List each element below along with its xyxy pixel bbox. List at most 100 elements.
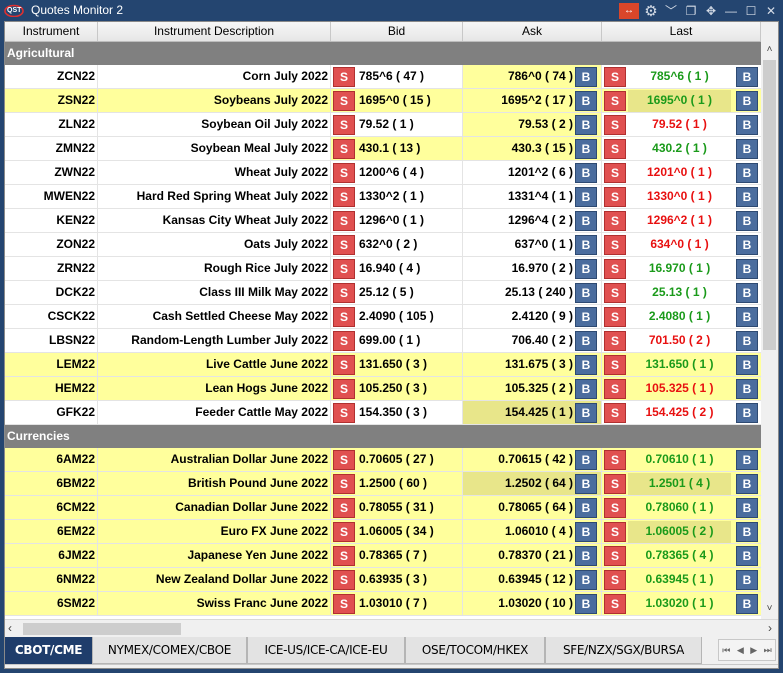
buy-at-last-button[interactable]: B (736, 235, 758, 255)
sell-at-bid-button[interactable]: S (333, 115, 355, 135)
sell-at-last-button[interactable]: S (604, 522, 626, 542)
buy-at-ask-button[interactable]: B (575, 594, 597, 614)
buy-at-last-button[interactable]: B (736, 355, 758, 375)
column-header-ask[interactable]: Ask (463, 22, 602, 41)
sell-at-bid-button[interactable]: S (333, 283, 355, 303)
tab-nymex-comex-cboe[interactable]: NYMEX/COMEX/CBOE (92, 637, 247, 664)
quote-row[interactable]: 6SM22 Swiss Franc June 2022 S 1.03010 ( … (5, 592, 761, 616)
sell-at-last-button[interactable]: S (604, 115, 626, 135)
sell-at-bid-button[interactable]: S (333, 498, 355, 518)
sell-at-last-button[interactable]: S (604, 163, 626, 183)
column-header-instrument[interactable]: Instrument (5, 22, 98, 41)
buy-at-last-button[interactable]: B (736, 139, 758, 159)
sell-at-last-button[interactable]: S (604, 67, 626, 87)
buy-at-last-button[interactable]: B (736, 115, 758, 135)
sell-at-last-button[interactable]: S (604, 474, 626, 494)
buy-at-ask-button[interactable]: B (575, 283, 597, 303)
quote-row[interactable]: ZCN22 Corn July 2022 S 785^6 ( 47 ) 786^… (5, 65, 761, 89)
horizontal-scrollbar[interactable]: ‹ › (5, 619, 778, 636)
sell-at-last-button[interactable]: S (604, 259, 626, 279)
buy-at-last-button[interactable]: B (736, 379, 758, 399)
tab-ose-tocom-hkex[interactable]: OSE/TOCOM/HKEX (405, 637, 545, 664)
next-tab-icon[interactable]: ▶ (750, 644, 758, 655)
quote-row[interactable]: ZRN22 Rough Rice July 2022 S 16.940 ( 4 … (5, 257, 761, 281)
quote-row[interactable]: 6EM22 Euro FX June 2022 S 1.06005 ( 34 )… (5, 520, 761, 544)
tab-ice-us-ice-ca-ice-eu[interactable]: ICE-US/ICE-CA/ICE-EU (247, 637, 405, 664)
sell-at-bid-button[interactable]: S (333, 379, 355, 399)
quote-row[interactable]: ZWN22 Wheat July 2022 S 1200^6 ( 4 ) 120… (5, 161, 761, 185)
sell-at-bid-button[interactable]: S (333, 307, 355, 327)
sell-at-bid-button[interactable]: S (333, 235, 355, 255)
vertical-scroll-thumb[interactable] (763, 60, 776, 350)
buy-at-last-button[interactable]: B (736, 546, 758, 566)
buy-at-last-button[interactable]: B (736, 498, 758, 518)
sell-at-bid-button[interactable]: S (333, 570, 355, 590)
tab-cbot-cme[interactable]: CBOT/CME (5, 637, 92, 664)
quote-row[interactable]: 6BM22 British Pound June 2022 S 1.2500 (… (5, 472, 761, 496)
sell-at-last-button[interactable]: S (604, 187, 626, 207)
quote-row[interactable]: 6JM22 Japanese Yen June 2022 S 0.78365 (… (5, 544, 761, 568)
buy-at-ask-button[interactable]: B (575, 570, 597, 590)
sell-at-last-button[interactable]: S (604, 570, 626, 590)
prev-tab-icon[interactable]: ◀ (736, 644, 744, 655)
sell-at-bid-button[interactable]: S (333, 211, 355, 231)
buy-at-ask-button[interactable]: B (575, 474, 597, 494)
buy-at-ask-button[interactable]: B (575, 498, 597, 518)
quote-row[interactable]: ZMN22 Soybean Meal July 2022 S 430.1 ( 1… (5, 137, 761, 161)
buy-at-ask-button[interactable]: B (575, 187, 597, 207)
buy-at-ask-button[interactable]: B (575, 379, 597, 399)
link-icon[interactable]: ↔ (619, 2, 639, 19)
cascade-icon[interactable]: ❐ (685, 3, 697, 18)
sell-at-bid-button[interactable]: S (333, 450, 355, 470)
sell-at-last-button[interactable]: S (604, 498, 626, 518)
scroll-down-icon[interactable]: ˅ (766, 603, 773, 614)
sell-at-last-button[interactable]: S (604, 403, 626, 423)
buy-at-last-button[interactable]: B (736, 450, 758, 470)
sell-at-last-button[interactable]: S (604, 379, 626, 399)
minimize-icon[interactable]: — (725, 3, 737, 18)
buy-at-ask-button[interactable]: B (575, 67, 597, 87)
close-icon[interactable]: ✕ (765, 3, 777, 18)
column-header-last[interactable]: Last (602, 22, 761, 41)
scroll-right-icon[interactable]: › (768, 621, 772, 635)
sell-at-bid-button[interactable]: S (333, 474, 355, 494)
sell-at-bid-button[interactable]: S (333, 522, 355, 542)
buy-at-last-button[interactable]: B (736, 187, 758, 207)
sell-at-last-button[interactable]: S (604, 450, 626, 470)
buy-at-last-button[interactable]: B (736, 570, 758, 590)
buy-at-last-button[interactable]: B (736, 163, 758, 183)
sell-at-last-button[interactable]: S (604, 139, 626, 159)
quote-row[interactable]: GFK22 Feeder Cattle May 2022 S 154.350 (… (5, 401, 761, 425)
sell-at-last-button[interactable]: S (604, 211, 626, 231)
sell-at-bid-button[interactable]: S (333, 67, 355, 87)
buy-at-ask-button[interactable]: B (575, 307, 597, 327)
buy-at-last-button[interactable]: B (736, 211, 758, 231)
column-header-description[interactable]: Instrument Description (98, 22, 331, 41)
quote-row[interactable]: LBSN22 Random-Length Lumber July 2022 S … (5, 329, 761, 353)
buy-at-ask-button[interactable]: B (575, 163, 597, 183)
sell-at-last-button[interactable]: S (604, 91, 626, 111)
buy-at-ask-button[interactable]: B (575, 355, 597, 375)
collapse-icon[interactable]: ﹀ (664, 4, 677, 18)
sell-at-last-button[interactable]: S (604, 283, 626, 303)
first-tab-icon[interactable]: ⏮ (722, 644, 731, 655)
column-header-bid[interactable]: Bid (331, 22, 463, 41)
sell-at-last-button[interactable]: S (604, 307, 626, 327)
sell-at-bid-button[interactable]: S (333, 187, 355, 207)
buy-at-ask-button[interactable]: B (575, 331, 597, 351)
quote-row[interactable]: 6CM22 Canadian Dollar June 2022 S 0.7805… (5, 496, 761, 520)
buy-at-last-button[interactable]: B (736, 331, 758, 351)
buy-at-ask-button[interactable]: B (575, 403, 597, 423)
sell-at-bid-button[interactable]: S (333, 163, 355, 183)
buy-at-ask-button[interactable]: B (575, 139, 597, 159)
quote-row[interactable]: ZLN22 Soybean Oil July 2022 S 79.52 ( 1 … (5, 113, 761, 137)
gear-icon[interactable]: ⚙ (644, 2, 658, 20)
move-icon[interactable]: ✥ (705, 3, 717, 18)
quote-row[interactable]: 6AM22 Australian Dollar June 2022 S 0.70… (5, 448, 761, 472)
buy-at-last-button[interactable]: B (736, 403, 758, 423)
quote-row[interactable]: ZON22 Oats July 2022 S 632^0 ( 2 ) 637^0… (5, 233, 761, 257)
sell-at-last-button[interactable]: S (604, 235, 626, 255)
last-tab-icon[interactable]: ⏭ (763, 644, 772, 655)
buy-at-last-button[interactable]: B (736, 91, 758, 111)
buy-at-ask-button[interactable]: B (575, 450, 597, 470)
